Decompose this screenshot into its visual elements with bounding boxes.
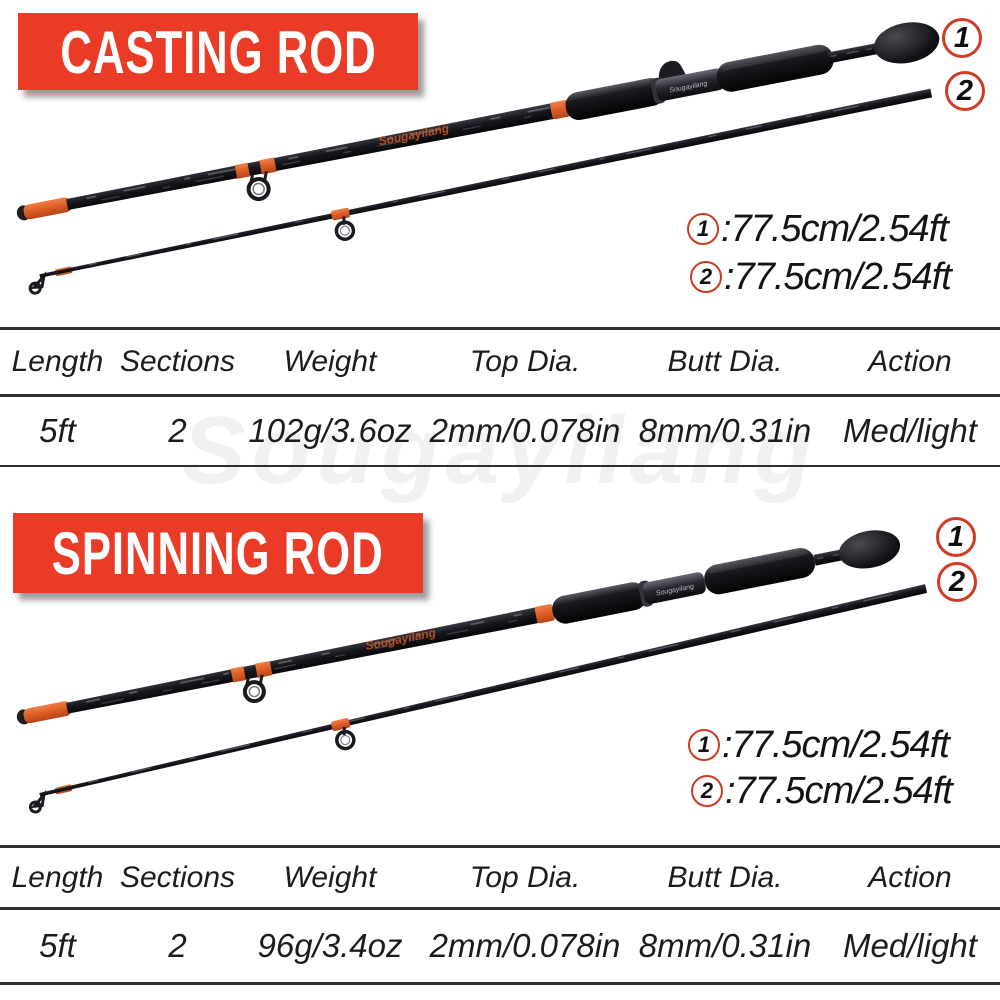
foregrip bbox=[565, 78, 665, 121]
callout-number: 2 bbox=[956, 74, 974, 107]
trigger-grip bbox=[659, 60, 686, 80]
casting-rod-banner-label: CASTING ROD bbox=[59, 17, 377, 86]
spec-value-top-dia: 2mm/0.078in bbox=[429, 927, 621, 964]
spec-header-action: Action bbox=[868, 860, 952, 894]
rod-blank bbox=[66, 99, 572, 210]
spec-data-row: 5ft 2 96g/3.4oz 2mm/0.078in 8mm/0.31in M… bbox=[0, 910, 1000, 985]
measure-text: :77.5cm/2.54ft bbox=[721, 208, 949, 250]
measurement-spinning-2: 2 :77.5cm/2.54ft bbox=[691, 769, 953, 813]
casting-rod-tip-section bbox=[28, 88, 933, 295]
guide-thread-wrap bbox=[331, 207, 350, 221]
rod-blank bbox=[39, 584, 928, 797]
eva-butt-knob bbox=[874, 22, 940, 64]
line-guide bbox=[335, 726, 356, 751]
spinning-rod-tip-section bbox=[28, 584, 928, 814]
exposed-blank bbox=[827, 42, 884, 64]
line-guide bbox=[246, 170, 271, 202]
foregrip bbox=[552, 582, 647, 624]
measurement-casting-2: 2 :77.5cm/2.54ft bbox=[690, 255, 952, 299]
spec-header-sections: Sections bbox=[119, 345, 236, 378]
spec-header-butt-dia: Butt Dia. bbox=[667, 860, 783, 894]
rear-grip bbox=[716, 44, 834, 92]
rod-blank bbox=[65, 604, 555, 714]
guide-thread-wrap bbox=[254, 660, 273, 678]
orange-ferrule-wrap bbox=[23, 701, 72, 724]
orange-wrap bbox=[550, 100, 570, 120]
measure-circle-1: 1 bbox=[688, 729, 720, 761]
casting-rod-photo: Sougayilang Sougayilang bbox=[16, 22, 940, 295]
measurement-spinning-1: 1 :77.5cm/2.54ft bbox=[688, 723, 950, 767]
spec-header-action: Action bbox=[868, 345, 952, 378]
guide-thread-wrap bbox=[331, 717, 351, 732]
callout-2-casting: 2 bbox=[945, 71, 985, 111]
spec-value-action: Med/light bbox=[843, 412, 977, 449]
rod-blank bbox=[39, 88, 933, 278]
spec-header-row: Length Sections Weight Top Dia. Butt Dia… bbox=[0, 845, 1000, 910]
spinning-rod-banner-label: SPINNING ROD bbox=[52, 518, 384, 588]
spec-value-action: Med/light bbox=[843, 927, 977, 964]
spec-value-butt-dia: 8mm/0.31in bbox=[638, 927, 812, 964]
spec-header-sections: Sections bbox=[119, 860, 236, 894]
casting-rod-banner: CASTING ROD bbox=[18, 13, 418, 90]
casting-rod-butt-section: Sougayilang Sougayilang bbox=[16, 22, 940, 221]
measure-text: :77.5cm/2.54ft bbox=[725, 770, 953, 812]
spec-data-row: 5ft 2 102g/3.6oz 2mm/0.078in 8mm/0.31in … bbox=[0, 397, 1000, 467]
measure-circle-2: 2 bbox=[691, 775, 723, 807]
spinning-rod-photo: Sougayilang Sougayilang bbox=[16, 530, 928, 814]
callout-2-spinning: 2 bbox=[937, 562, 977, 602]
measure-circle-2: 2 bbox=[690, 261, 722, 293]
measure-circle-1: 1 bbox=[687, 213, 719, 245]
line-guide bbox=[334, 216, 356, 241]
guide-thread-wrap bbox=[259, 157, 277, 175]
spec-value-weight: 96g/3.4oz bbox=[257, 927, 403, 964]
spec-header-butt-dia: Butt Dia. bbox=[667, 345, 783, 378]
spec-header-top-dia: Top Dia. bbox=[469, 860, 581, 894]
orange-ferrule-wrap bbox=[23, 197, 72, 220]
callout-number: 1 bbox=[947, 520, 965, 553]
measure-text: :77.5cm/2.54ft bbox=[724, 256, 952, 298]
guide-thread-wrap bbox=[230, 666, 246, 683]
tip-top-guide bbox=[28, 789, 47, 814]
orange-wrap bbox=[534, 604, 555, 624]
spec-value-sections: 2 bbox=[168, 927, 187, 964]
spec-header-row: Length Sections Weight Top Dia. Butt Dia… bbox=[0, 327, 1000, 397]
measurement-casting-1: 1 :77.5cm/2.54ft bbox=[687, 207, 949, 251]
callout-number: 1 bbox=[953, 21, 971, 54]
callout-number: 2 bbox=[948, 565, 966, 598]
spec-table-spinning: Length Sections Weight Top Dia. Butt Dia… bbox=[0, 845, 1000, 985]
spec-value-top-dia: 2mm/0.078in bbox=[429, 412, 621, 449]
callout-1-casting: 1 bbox=[942, 18, 982, 58]
rear-grip bbox=[704, 548, 815, 595]
guide-thread-wrap bbox=[234, 162, 251, 179]
spec-value-length: 5ft bbox=[39, 927, 76, 964]
callout-1-spinning: 1 bbox=[936, 517, 976, 557]
spec-value-sections: 2 bbox=[168, 412, 187, 449]
spec-header-length: Length bbox=[11, 345, 104, 378]
spinning-rod-banner: SPINNING ROD bbox=[13, 513, 423, 593]
eva-butt-knob bbox=[838, 530, 901, 569]
line-guide bbox=[242, 674, 266, 704]
spinning-rod-butt-section: Sougayilang Sougayilang bbox=[16, 530, 901, 725]
measure-text: :77.5cm/2.54ft bbox=[722, 724, 950, 766]
spec-header-top-dia: Top Dia. bbox=[469, 345, 581, 378]
spec-header-length: Length bbox=[11, 860, 104, 894]
spec-value-weight: 102g/3.6oz bbox=[248, 412, 412, 449]
reel-seat bbox=[655, 68, 725, 101]
spec-header-weight: Weight bbox=[283, 860, 377, 894]
tip-top-guide bbox=[28, 271, 47, 295]
spec-value-butt-dia: 8mm/0.31in bbox=[638, 412, 812, 449]
spec-value-length: 5ft bbox=[39, 412, 76, 449]
spec-table-casting: Length Sections Weight Top Dia. Butt Dia… bbox=[0, 327, 1000, 467]
spec-header-weight: Weight bbox=[283, 345, 377, 378]
reel-seat bbox=[642, 572, 706, 604]
